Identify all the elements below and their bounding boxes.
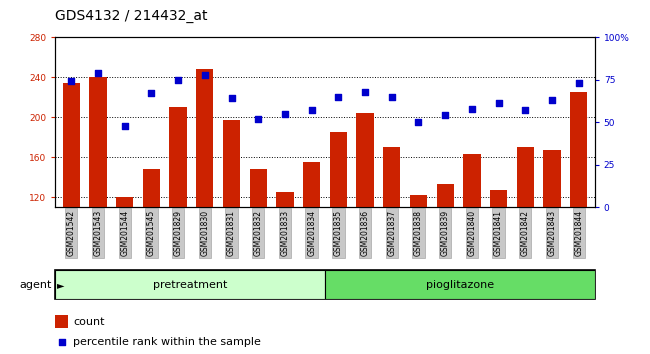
Text: percentile rank within the sample: percentile rank within the sample xyxy=(73,337,261,347)
Point xyxy=(360,89,370,95)
Bar xyxy=(62,83,80,317)
Bar xyxy=(437,184,454,317)
Bar xyxy=(276,192,294,317)
Point xyxy=(413,119,424,125)
Text: agent: agent xyxy=(20,280,52,290)
Point xyxy=(57,339,67,345)
Point xyxy=(226,96,237,101)
Point xyxy=(467,106,477,112)
Bar xyxy=(143,169,160,317)
Bar xyxy=(330,132,347,317)
Bar xyxy=(490,190,507,317)
Point xyxy=(253,116,263,121)
Bar xyxy=(410,195,427,317)
Point xyxy=(306,107,317,113)
Bar xyxy=(517,147,534,317)
Bar xyxy=(116,197,133,317)
Point xyxy=(120,123,130,129)
Bar xyxy=(55,315,68,328)
Bar xyxy=(303,162,320,317)
Bar xyxy=(223,120,240,317)
Text: count: count xyxy=(73,318,105,327)
Point xyxy=(333,94,344,99)
Bar xyxy=(325,270,595,299)
Bar xyxy=(463,154,480,317)
Point xyxy=(520,107,530,113)
Bar xyxy=(170,107,187,317)
Point xyxy=(573,80,584,86)
Text: ►: ► xyxy=(57,280,64,290)
Bar xyxy=(383,147,400,317)
Text: pretreatment: pretreatment xyxy=(153,280,228,290)
Bar xyxy=(250,169,267,317)
Point xyxy=(93,70,103,76)
Point xyxy=(280,111,290,116)
Bar xyxy=(55,270,325,299)
Point xyxy=(493,101,504,106)
Point xyxy=(440,113,450,118)
Bar xyxy=(543,150,561,317)
Bar xyxy=(196,69,213,317)
Point xyxy=(173,77,183,82)
Bar xyxy=(89,77,107,317)
Point xyxy=(547,97,557,103)
Bar xyxy=(356,113,374,317)
Text: pioglitazone: pioglitazone xyxy=(426,280,494,290)
Bar xyxy=(570,92,588,317)
Point xyxy=(387,94,397,99)
Text: GDS4132 / 214432_at: GDS4132 / 214432_at xyxy=(55,9,208,23)
Point xyxy=(200,72,210,78)
Point xyxy=(66,79,77,84)
Point xyxy=(146,90,157,96)
